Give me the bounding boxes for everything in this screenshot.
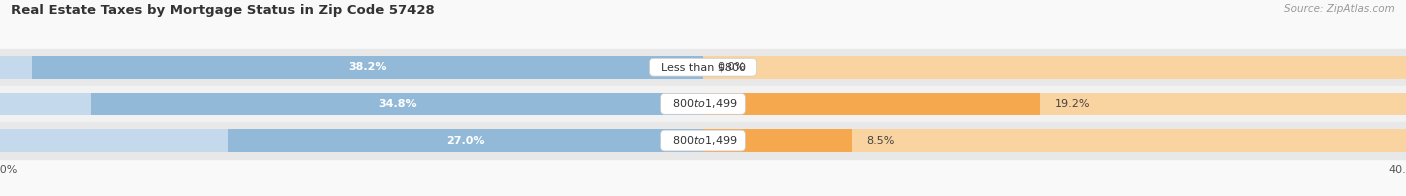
- Text: $800 to $1,499: $800 to $1,499: [665, 97, 741, 110]
- Text: $800 to $1,499: $800 to $1,499: [665, 134, 741, 147]
- Bar: [0, 49, 1406, 85]
- Text: Real Estate Taxes by Mortgage Status in Zip Code 57428: Real Estate Taxes by Mortgage Status in …: [11, 4, 434, 17]
- Bar: [31, 56, 703, 79]
- Text: 27.0%: 27.0%: [447, 136, 485, 146]
- Bar: [703, 129, 852, 152]
- Bar: [0, 129, 703, 152]
- Text: 0.0%: 0.0%: [717, 62, 745, 72]
- Bar: [703, 93, 1040, 115]
- Bar: [0, 56, 703, 79]
- Text: 34.8%: 34.8%: [378, 99, 416, 109]
- Bar: [91, 93, 703, 115]
- Text: Source: ZipAtlas.com: Source: ZipAtlas.com: [1284, 4, 1395, 14]
- Bar: [703, 93, 1406, 115]
- Text: 19.2%: 19.2%: [1054, 99, 1090, 109]
- Text: Less than $800: Less than $800: [654, 62, 752, 72]
- Bar: [0, 122, 1406, 159]
- Bar: [703, 56, 1406, 79]
- Text: 8.5%: 8.5%: [866, 136, 894, 146]
- Bar: [703, 129, 1406, 152]
- Bar: [0, 93, 703, 115]
- Text: 38.2%: 38.2%: [349, 62, 387, 72]
- Bar: [0, 85, 1406, 122]
- Legend: Without Mortgage, With Mortgage: Without Mortgage, With Mortgage: [585, 195, 821, 196]
- Bar: [229, 129, 703, 152]
